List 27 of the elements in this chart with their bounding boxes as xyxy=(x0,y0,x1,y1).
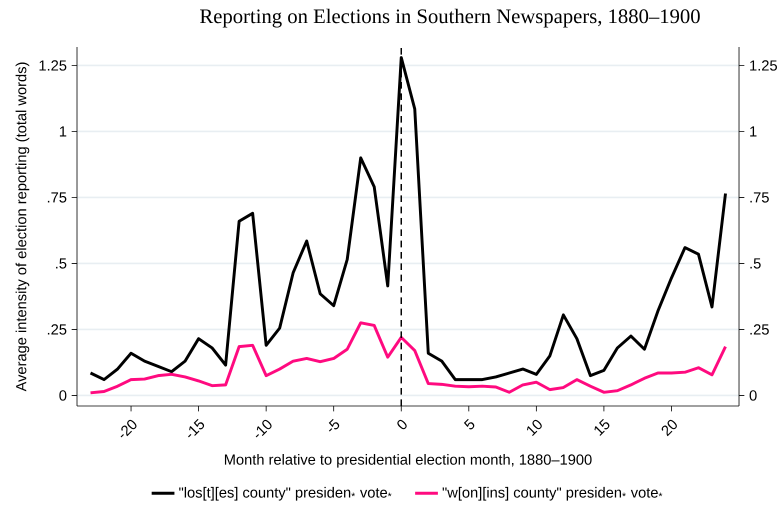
x-tick-label: 5 xyxy=(464,418,474,430)
y-tick-label: 1 xyxy=(60,126,66,137)
line-series xyxy=(89,321,727,394)
legend-label: "los[t][es] county" presiden$_{*}$ vote$_{*}$ xyxy=(179,486,392,501)
y2-tick-label: .75 xyxy=(750,192,769,203)
x-tick-label: 15 xyxy=(594,418,610,436)
y-tick-label: .5 xyxy=(56,258,66,269)
y2-tick-label: 1 xyxy=(750,126,757,137)
x-tick-label: 10 xyxy=(527,420,542,436)
y-tick-label: .75 xyxy=(48,192,66,203)
y-axis-title: Average intensity of election reporting (total words) xyxy=(16,62,30,392)
legend-label: "w[on][ins] county" presiden$_{*}$ vote$_{*}$ xyxy=(442,486,662,501)
y2-tick-label: 1.25 xyxy=(750,60,777,71)
chart-title: Reporting on Elections in Southern Newspapers, 1880–1900 xyxy=(200,8,700,28)
x-tick-label: -15 xyxy=(188,418,204,438)
x-axis-title: Month relative to presidential election month, 1880–1900 xyxy=(224,454,592,468)
x-tick-label: -10 xyxy=(256,420,272,438)
y-tick-label: .25 xyxy=(48,324,66,335)
y2-tick-label: .25 xyxy=(750,324,769,335)
y-tick-label: 0 xyxy=(59,390,66,401)
y2-tick-label: .5 xyxy=(750,258,761,269)
x-tick-label: -20 xyxy=(120,420,136,438)
y2-tick-label: 0 xyxy=(750,390,757,401)
x-tick-label: 20 xyxy=(662,420,677,436)
y-tick-label: 1.25 xyxy=(40,60,66,71)
x-tick-label: -5 xyxy=(328,418,340,432)
x-tick-label: 0 xyxy=(397,420,407,430)
